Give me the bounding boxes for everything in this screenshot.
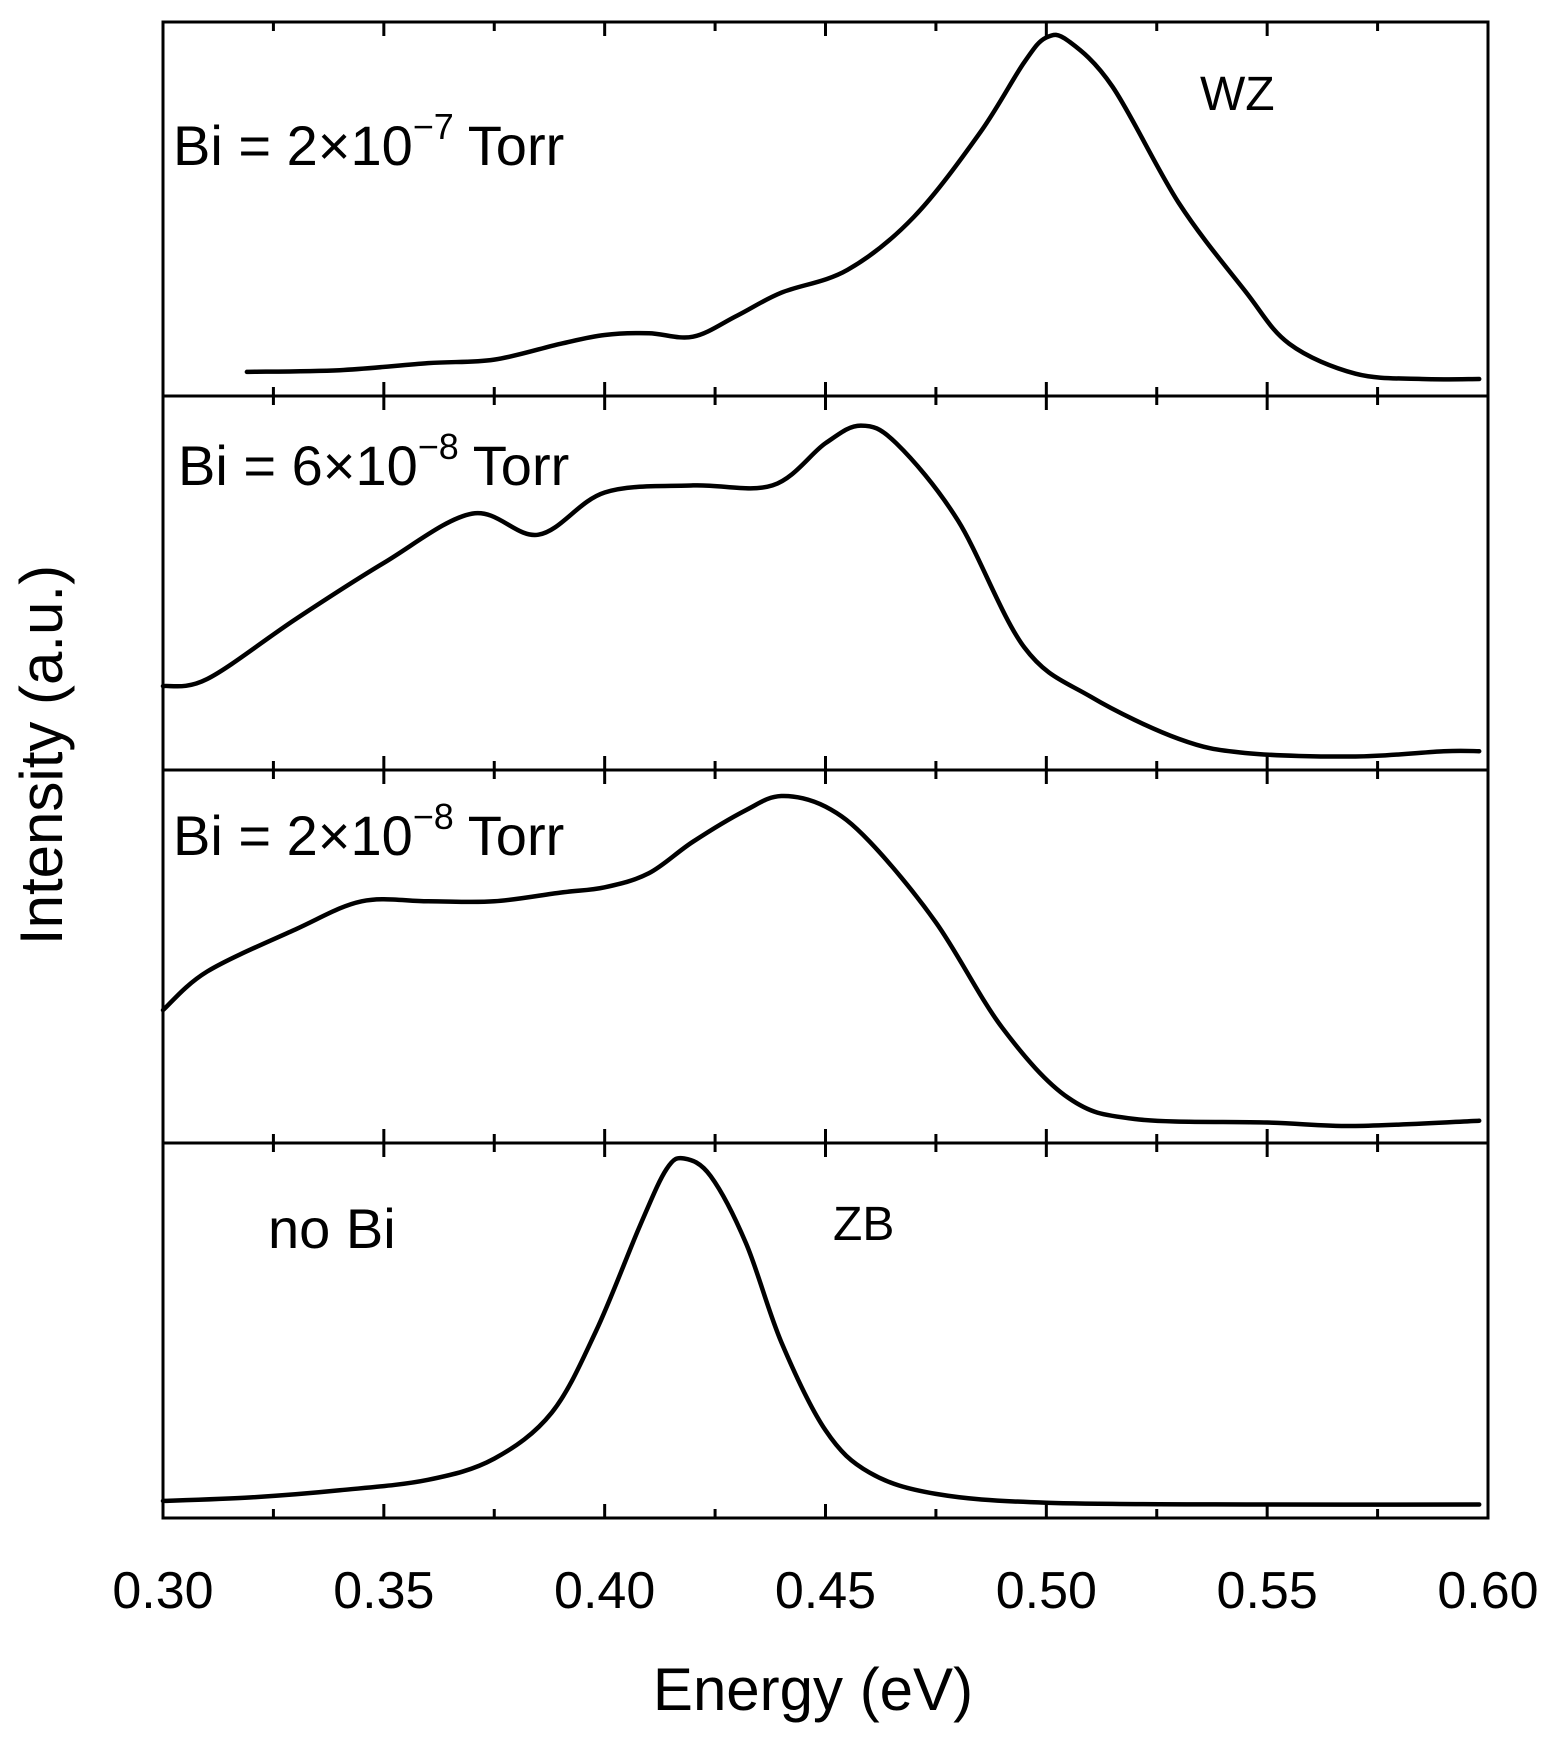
series-label-unit: Torr	[468, 804, 564, 867]
x-tick-label: 0.60	[1437, 1562, 1538, 1620]
series-line-3	[160, 793, 1482, 1129]
x-tick-label: 0.35	[333, 1562, 434, 1620]
series-label-base: Bi = 6×10	[178, 434, 418, 497]
phase-annotation-wz: WZ	[1200, 68, 1275, 121]
x-tick-label: 0.45	[775, 1562, 876, 1620]
series-label-exponent: −8	[413, 796, 454, 837]
y-axis-title: Intensity (a.u.)	[8, 565, 75, 945]
panel-frame	[161, 20, 1490, 398]
series-line-2	[160, 423, 1482, 759]
x-tick-label: 0.30	[112, 1562, 213, 1620]
series-line-1	[244, 32, 1482, 382]
series-label-exponent: −7	[413, 106, 454, 147]
panel-4: no Bi ZB	[160, 1141, 1490, 1520]
x-tick-label: 0.50	[996, 1562, 1097, 1620]
panel-2: Bi = 6×10−8 Torr	[160, 394, 1490, 772]
x-tick-label: 0.55	[1217, 1562, 1318, 1620]
series-label-2: Bi = 6×10−8 Torr	[178, 426, 569, 497]
series-label-exponent: −8	[418, 426, 459, 467]
series-label-unit: Torr	[468, 114, 564, 177]
x-tick-labels: 0.30 0.35 0.40 0.45 0.50 0.55 0.60	[112, 1562, 1538, 1620]
series-label-base: Bi = 2×10	[173, 804, 413, 867]
series-label-3: Bi = 2×10−8 Torr	[173, 796, 564, 867]
series-label-unit: Torr	[473, 434, 569, 497]
x-tick-label: 0.40	[554, 1562, 655, 1620]
series-label-base: no Bi	[268, 1197, 396, 1260]
series-label-4: no Bi	[268, 1197, 396, 1260]
series-line-4	[160, 1155, 1482, 1507]
series-label-1: Bi = 2×10−7 Torr	[173, 106, 564, 177]
panel-3: Bi = 2×10−8 Torr	[160, 768, 1490, 1145]
phase-annotation-zb: ZB	[833, 1198, 894, 1251]
panel-1: Bi = 2×10−7 Torr WZ	[161, 20, 1490, 398]
x-axis-title: Energy (eV)	[653, 1656, 973, 1723]
series-label-base: Bi = 2×10	[173, 114, 413, 177]
